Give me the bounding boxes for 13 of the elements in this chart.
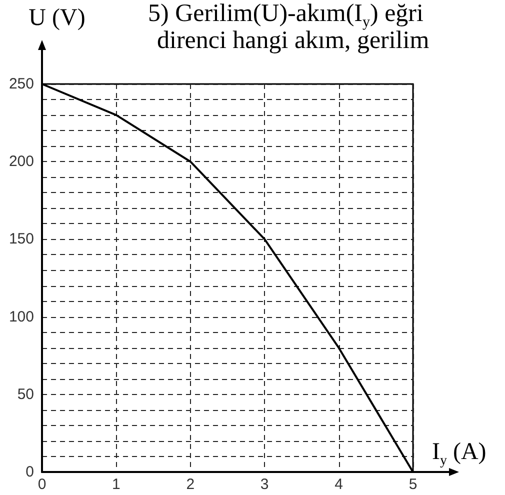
x-tick-label: 2 bbox=[186, 476, 195, 493]
y-tick-label: 250 bbox=[8, 76, 34, 92]
x-tick-label: 5 bbox=[408, 476, 418, 493]
y-axis-title: U (V) bbox=[28, 5, 86, 31]
y-tick-label: 0 bbox=[26, 464, 34, 480]
x-tick-label: 1 bbox=[112, 476, 120, 493]
x-tick-label: 3 bbox=[260, 476, 269, 493]
y-tick-label: 200 bbox=[8, 153, 34, 170]
y-tick-label: 50 bbox=[17, 386, 34, 403]
y-tick-label: 100 bbox=[8, 308, 34, 326]
y-tick-label: 150 bbox=[8, 230, 34, 248]
x-tick-label: 4 bbox=[334, 476, 343, 493]
x-tick-label: 0 bbox=[38, 476, 46, 493]
